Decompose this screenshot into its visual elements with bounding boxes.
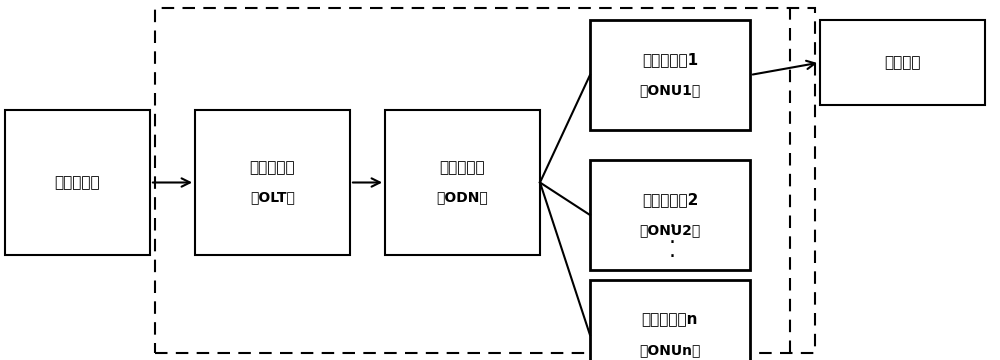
Bar	[155, 8, 815, 353]
Text: 移动基站: 移动基站	[884, 55, 921, 70]
Text: （ONU1）: （ONU1）	[639, 83, 701, 97]
Text: ·: ·	[668, 233, 676, 253]
Text: 时间提供者: 时间提供者	[55, 175, 100, 190]
Text: （ONU2）: （ONU2）	[639, 223, 701, 237]
Bar	[385, 110, 540, 255]
Text: （ONUn）: （ONUn）	[639, 343, 701, 357]
Bar	[590, 20, 750, 130]
Bar	[195, 110, 350, 255]
Text: 光线路终端: 光线路终端	[250, 160, 295, 175]
Text: ·: ·	[668, 247, 676, 267]
Bar	[590, 280, 750, 360]
Bar	[5, 110, 150, 255]
Text: 光网络单元n: 光网络单元n	[642, 312, 698, 328]
Text: （OLT）: （OLT）	[250, 190, 295, 204]
Text: （ODN）: （ODN）	[437, 190, 488, 204]
Bar	[590, 160, 750, 270]
Text: 光网络单元2: 光网络单元2	[642, 193, 698, 207]
Text: 光分配网络: 光分配网络	[440, 160, 485, 175]
Text: 光网络单元1: 光网络单元1	[642, 53, 698, 68]
Text: ·: ·	[668, 217, 676, 237]
Bar	[820, 20, 985, 105]
